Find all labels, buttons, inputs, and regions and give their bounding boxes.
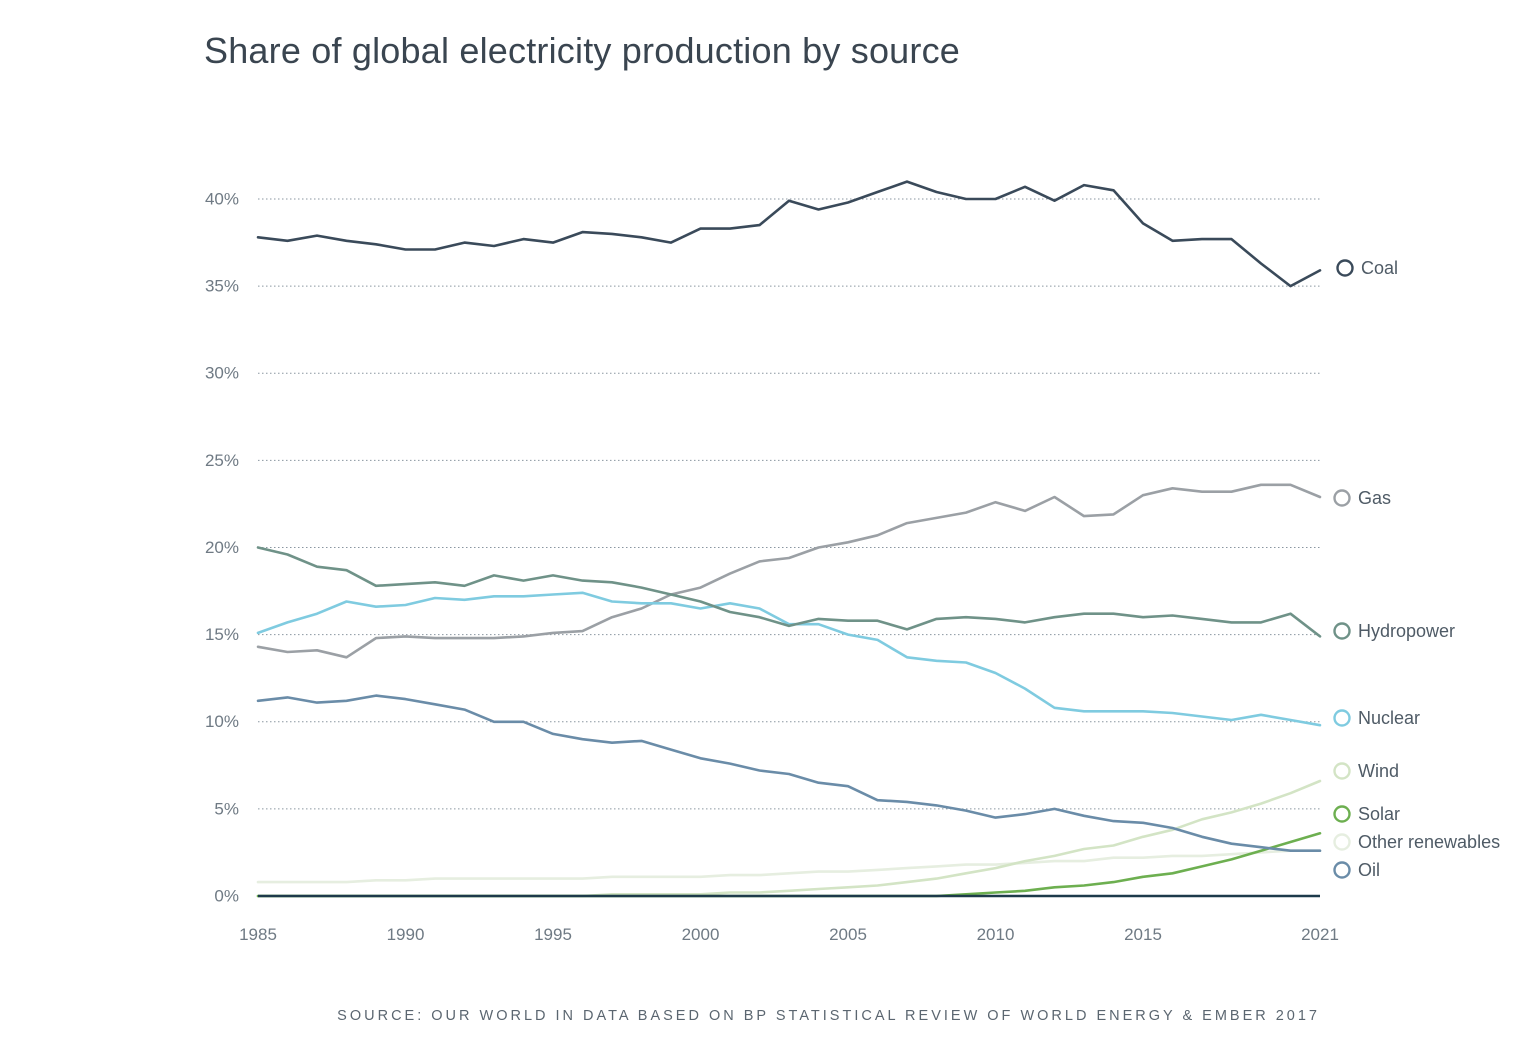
y-tick-label: 40% [205,189,239,208]
legend-label: Other renewables [1358,832,1500,852]
legend-marker-icon [1333,861,1351,879]
series-line-oil [256,694,1322,853]
y-tick-label: 35% [205,277,239,296]
legend-label: Solar [1358,804,1400,824]
legend-marker-icon [1333,805,1351,823]
legend-label: Coal [1361,258,1398,278]
legend-marker-icon [1333,833,1351,851]
x-tick-label: 2000 [682,925,720,944]
x-axis-ticks: 1985 1990 1995 2000 2005 2010 2015 2021 [239,925,1339,944]
y-tick-label: 10% [205,712,239,731]
legend-label: Hydropower [1358,621,1455,641]
x-tick-label: 1995 [534,925,572,944]
legend-label: Wind [1358,761,1399,781]
legend-item-oil[interactable]: Oil [1333,860,1381,880]
legend-marker-icon [1333,489,1351,507]
series-lines [256,180,1322,898]
legend-label: Gas [1358,488,1391,508]
legend-item-nuclear[interactable]: Nuclear [1333,708,1421,728]
y-tick-label: 5% [214,799,239,818]
legend-item-gas[interactable]: Gas [1333,488,1392,508]
x-tick-label: 1985 [239,925,277,944]
legend: Coal Gas Hydropower Nuclear Wind Solar Other r… [1333,258,1501,880]
legend-marker-icon [1333,762,1351,780]
legend-label: Nuclear [1358,708,1420,728]
y-tick-label: 15% [205,625,239,644]
series-line-solar [256,831,1322,898]
x-tick-label: 2021 [1301,925,1339,944]
y-axis-ticks: 0% 5% 10% 15% 20% 25% 30% 35% 40% [205,189,239,905]
y-tick-label: 25% [205,451,239,470]
series-line-hydropower [256,546,1322,638]
series-line-nuclear [256,591,1322,727]
legend-item-hydropower[interactable]: Hydropower [1333,621,1456,641]
grid-layer [258,198,1320,810]
legend-item-other-renewables[interactable]: Other renewables [1333,832,1501,852]
legend-marker-icon [1333,622,1351,640]
legend-item-wind[interactable]: Wind [1333,761,1400,781]
legend-item-solar[interactable]: Solar [1333,804,1401,824]
legend-item-coal[interactable]: Coal [1336,258,1399,278]
x-tick-label: 2005 [829,925,867,944]
source-note: SOURCE: OUR WORLD IN DATA BASED ON BP ST… [337,1008,1320,1024]
series-line-gas [256,483,1322,659]
series-line-coal [256,180,1322,288]
legend-marker-icon [1336,259,1354,277]
x-tick-label: 1990 [387,925,425,944]
legend-label: Oil [1358,860,1380,880]
x-tick-label: 2010 [977,925,1015,944]
chart-title: Share of global electricity production b… [204,30,961,71]
legend-marker-icon [1333,709,1351,727]
series-line-other-renewables [256,849,1322,884]
y-tick-label: 0% [214,886,239,905]
y-tick-label: 20% [205,538,239,557]
y-tick-label: 30% [205,364,239,383]
x-tick-label: 2015 [1124,925,1162,944]
